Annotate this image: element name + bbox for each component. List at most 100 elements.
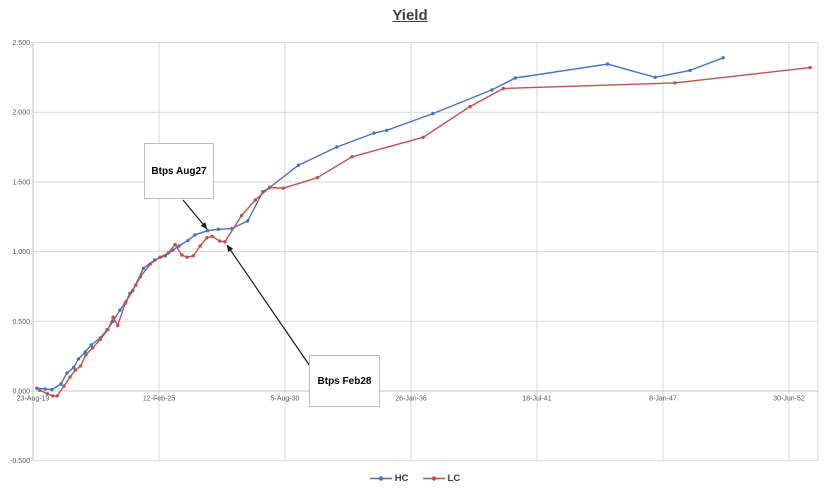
data-point-HC: [177, 244, 181, 248]
legend-marker-icon: [422, 475, 445, 481]
annotation-box: Btps Aug27: [144, 143, 214, 199]
data-point-LC: [116, 323, 120, 328]
legend-marker-icon: [369, 475, 392, 481]
data-point-LC: [68, 375, 72, 379]
x-tick-label: 30-Jun-52: [773, 396, 805, 403]
data-point-HC: [205, 229, 210, 233]
x-tick-label: 8-Jan-47: [649, 396, 677, 403]
data-point-LC: [421, 135, 425, 139]
data-point-HC: [59, 382, 63, 386]
data-point-LC: [198, 244, 202, 248]
data-point-LC: [501, 86, 505, 91]
data-point-HC: [296, 163, 301, 167]
legend: HC LC: [0, 468, 830, 488]
data-point-HC: [193, 233, 197, 237]
data-point-HC: [653, 75, 657, 80]
data-point-LC: [180, 253, 184, 257]
legend-item-HC: HC: [369, 472, 409, 484]
legend-dot: [431, 475, 436, 481]
data-point-HC: [688, 68, 692, 73]
data-point-LC: [158, 255, 162, 259]
data-point-LC: [148, 262, 152, 266]
series-LC: [38, 65, 812, 398]
annotation-label: Btps Aug27: [151, 165, 207, 177]
x-tick-label: 12-Feb-25: [143, 396, 175, 403]
data-point-LC: [166, 251, 170, 255]
data-point-LC: [350, 155, 354, 159]
legend-item-LC: LC: [422, 472, 461, 484]
x-tick-label: 26-Jan-36: [395, 396, 427, 403]
data-point-LC: [128, 291, 132, 296]
legend-label: LC: [447, 472, 461, 484]
data-point-HC: [83, 350, 87, 354]
y-tick-label: 0.500: [12, 319, 30, 326]
x-tick-label: 23-Aug-19: [17, 396, 50, 403]
data-point-LC: [38, 388, 42, 392]
series-HC: [35, 56, 725, 392]
data-point-LC: [51, 394, 55, 398]
annotation-arrows: [182, 199, 313, 370]
data-point-HC: [246, 219, 250, 223]
data-point-HC: [385, 128, 389, 132]
x-tick-label: 5-Aug-30: [271, 396, 300, 403]
y-tick-label: -0.500: [10, 458, 30, 465]
data-point-LC: [98, 337, 103, 342]
data-point-LC: [673, 81, 677, 85]
legend-dot: [378, 475, 383, 481]
data-point-LC: [91, 346, 95, 350]
y-tick-label: 0.000: [12, 389, 30, 396]
data-point-HC: [43, 387, 47, 391]
gridlines: [32, 42, 819, 462]
data-point-HC: [186, 238, 190, 243]
data-point-LC: [123, 301, 127, 305]
data-point-LC: [55, 394, 59, 398]
data-point-LC: [218, 239, 222, 243]
data-point-LC: [173, 242, 177, 247]
data-point-LC: [78, 364, 83, 368]
data-point-HC: [118, 308, 122, 312]
y-tick-label: 1.000: [12, 249, 30, 256]
data-point-HC: [72, 365, 76, 369]
data-point-LC: [223, 240, 227, 244]
data-point-HC: [372, 131, 376, 135]
series-line-HC: [36, 57, 724, 391]
data-point-HC: [490, 88, 494, 92]
data-point-HC: [721, 56, 725, 60]
chart-title: Yield: [392, 7, 428, 24]
annotation-box: Btps Feb28: [309, 355, 380, 407]
data-point-LC: [138, 275, 143, 279]
data-point-LC: [281, 186, 285, 190]
data-point-HC: [605, 62, 610, 66]
data-point-LC: [468, 104, 472, 109]
data-point-LC: [106, 328, 110, 332]
data-point-LC: [808, 65, 812, 70]
y-tick-label: 2.500: [12, 40, 30, 47]
data-point-HC: [216, 227, 220, 231]
legend-label: HC: [394, 472, 409, 484]
data-point-LC: [253, 198, 257, 202]
y-tick-label: 2.000: [12, 110, 30, 117]
data-point-HC: [35, 386, 39, 390]
data-point-HC: [141, 266, 146, 270]
data-point-LC: [191, 254, 195, 258]
data-point-LC: [134, 283, 138, 287]
data-point-LC: [84, 353, 88, 357]
data-point-LC: [315, 176, 319, 180]
data-point-HC: [50, 387, 54, 392]
data-point-LC: [205, 236, 209, 240]
data-point-HC: [431, 111, 435, 116]
x-tick-label: 18-Jul-41: [522, 396, 551, 403]
data-point-LC: [185, 255, 189, 259]
data-point-LC: [240, 213, 244, 218]
data-point-HC: [335, 145, 339, 149]
data-point-HC: [65, 371, 69, 375]
annotation-label: Btps Feb28: [317, 375, 372, 387]
data-point-HC: [89, 343, 93, 347]
data-point-HC: [513, 76, 517, 80]
data-point-LC: [73, 368, 78, 372]
annotation-arrow: [182, 199, 208, 230]
annotation-arrow: [226, 244, 313, 370]
data-point-LC: [267, 185, 272, 190]
